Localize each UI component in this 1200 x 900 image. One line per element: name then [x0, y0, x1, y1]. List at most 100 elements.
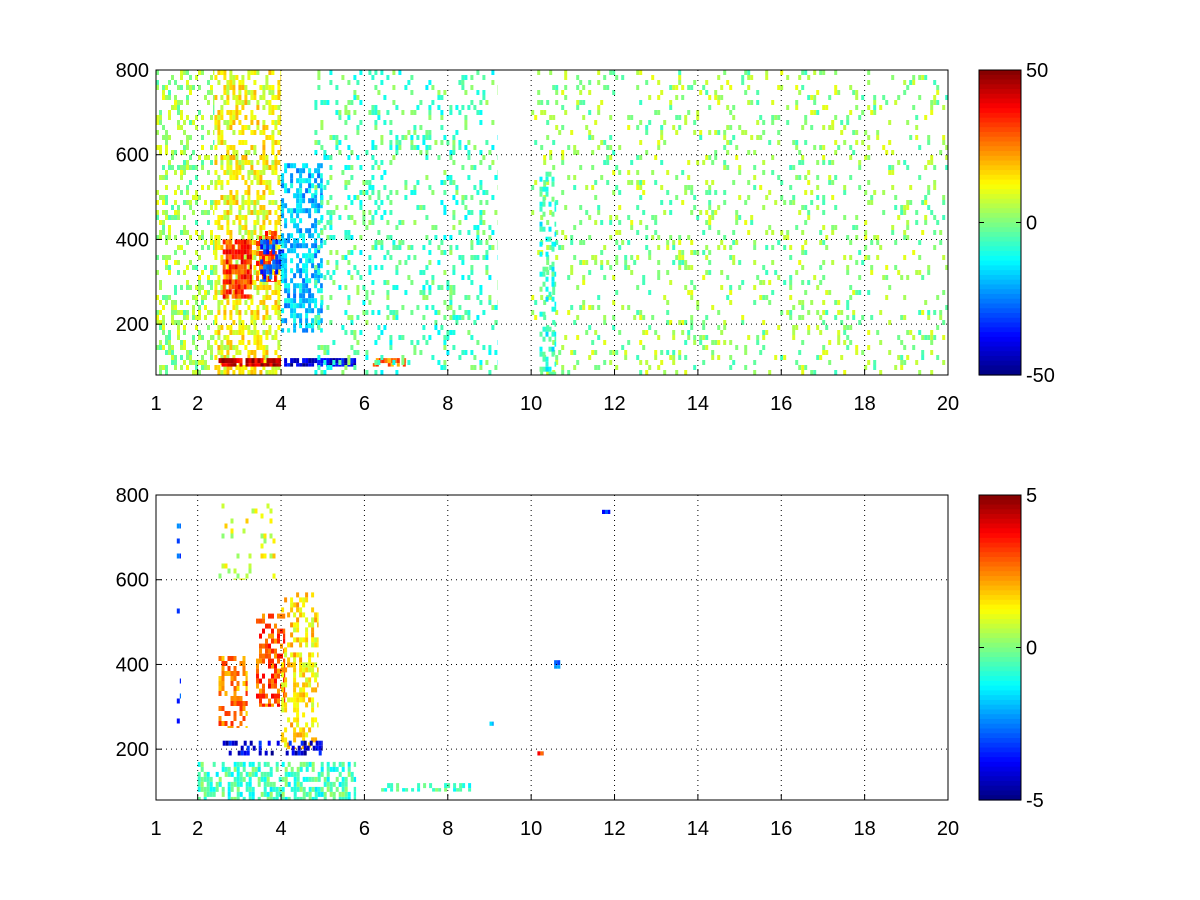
- heatmap-cell: [242, 666, 246, 671]
- heatmap-cell: [308, 727, 312, 733]
- heatmap-cell: [168, 135, 171, 140]
- heatmap-cell: [870, 315, 874, 320]
- heatmap-cell: [253, 255, 257, 260]
- heatmap-cell: [621, 75, 625, 80]
- heatmap-cell: [783, 200, 787, 205]
- heatmap-cell: [846, 315, 850, 320]
- heatmap-cell: [305, 243, 309, 249]
- heatmap-cell: [654, 155, 658, 160]
- heatmap-cell: [238, 95, 242, 100]
- heatmap-cell: [822, 200, 826, 205]
- heatmap-cell: [214, 285, 218, 290]
- heatmap-cell: [217, 370, 221, 375]
- heatmap-cell: [232, 300, 236, 305]
- heatmap-cell: [419, 270, 423, 275]
- heatmap-cell: [236, 358, 240, 364]
- heatmap-cell: [413, 345, 417, 350]
- heatmap-cell: [244, 160, 248, 165]
- heatmap-cell: [299, 761, 303, 767]
- heatmap-cell: [425, 295, 429, 300]
- heatmap-cell: [660, 185, 664, 190]
- heatmap-cell: [253, 145, 257, 150]
- heatmap-cell: [491, 230, 495, 235]
- heatmap-cell: [245, 671, 248, 676]
- heatmap-cell: [317, 365, 321, 370]
- heatmap-cell: [708, 130, 712, 135]
- heatmap-cell: [253, 370, 257, 375]
- heatmap-cell: [428, 145, 432, 150]
- heatmap-cell: [765, 295, 769, 300]
- heatmap-cell: [293, 328, 297, 333]
- heatmap-cell: [226, 170, 230, 175]
- heatmap-cell: [162, 85, 165, 90]
- heatmap-cell: [344, 230, 348, 235]
- heatmap-cell: [696, 110, 700, 115]
- heatmap-cell: [470, 365, 474, 370]
- heatmap-cell: [813, 145, 817, 150]
- heatmap-cell: [359, 100, 363, 105]
- heatmap-cell: [162, 230, 165, 235]
- heatmap-cell: [156, 345, 159, 350]
- heatmap-cell: [204, 305, 207, 310]
- heatmap-cell: [479, 240, 483, 245]
- heatmap-cell: [265, 215, 269, 220]
- heatmap-cell: [332, 761, 336, 767]
- heatmap-cell: [447, 783, 451, 789]
- heatmap-cell: [834, 90, 838, 95]
- heatmap-cell: [204, 365, 207, 370]
- heatmap-cell: [597, 205, 601, 210]
- heatmap-cell: [858, 275, 862, 280]
- heatmap-cell: [341, 170, 345, 175]
- heatmap-cell: [311, 622, 315, 628]
- heatmap-cell: [247, 230, 251, 235]
- heatmap-cell: [801, 370, 805, 375]
- heatmap-cell: [256, 241, 259, 246]
- heatmap-cell: [747, 70, 751, 75]
- heatmap-cell: [257, 796, 261, 800]
- heatmap-cell: [846, 300, 850, 305]
- heatmap-cell: [192, 120, 195, 125]
- heatmap-cell: [542, 281, 546, 287]
- heatmap-cell: [192, 315, 195, 320]
- heatmap-cell: [287, 188, 291, 194]
- heatmap-cell: [296, 766, 300, 772]
- heatmap-cell: [633, 260, 637, 265]
- heatmap-cell: [314, 283, 318, 289]
- heatmap-cell: [888, 170, 892, 175]
- heatmap-cell: [262, 315, 266, 320]
- heatmap-cell: [209, 781, 213, 787]
- heatmap-cell: [624, 255, 628, 260]
- heatmap-cell: [277, 130, 281, 135]
- heatmap-cell: [371, 245, 375, 250]
- heatmap-cell: [218, 573, 222, 579]
- heatmap-cell: [573, 185, 577, 190]
- heatmap-cell: [371, 310, 375, 315]
- heatmap-cell: [576, 285, 580, 290]
- heatmap-cell: [232, 170, 236, 175]
- heatmap-cell: [258, 740, 262, 746]
- heatmap-cell: [314, 280, 318, 285]
- heatmap-cell: [258, 750, 262, 756]
- heatmap-cell: [308, 258, 312, 264]
- heatmap-cell: [271, 95, 275, 100]
- heatmap-cell: [281, 737, 285, 743]
- heatmap-cell: [237, 289, 241, 295]
- heatmap-cell: [386, 295, 390, 300]
- heatmap-cell: [168, 265, 171, 270]
- heatmap-cell: [894, 195, 898, 200]
- heatmap-cell: [253, 205, 257, 210]
- heatmap-cell: [543, 160, 547, 165]
- heatmap-cell: [846, 270, 850, 275]
- heatmap-cell: [249, 244, 252, 250]
- heatmap-cell: [434, 235, 438, 240]
- heatmap-cell: [885, 150, 889, 155]
- colorbar-segment: [979, 203, 1021, 209]
- heatmap-cell: [801, 85, 805, 90]
- heatmap-cell: [882, 95, 886, 100]
- heatmap-cell: [579, 260, 583, 265]
- heatmap-cell: [204, 95, 207, 100]
- heatmap-cell: [543, 300, 547, 305]
- heatmap-cell: [247, 325, 251, 330]
- heatmap-cell: [204, 295, 207, 300]
- heatmap-cell: [284, 667, 288, 673]
